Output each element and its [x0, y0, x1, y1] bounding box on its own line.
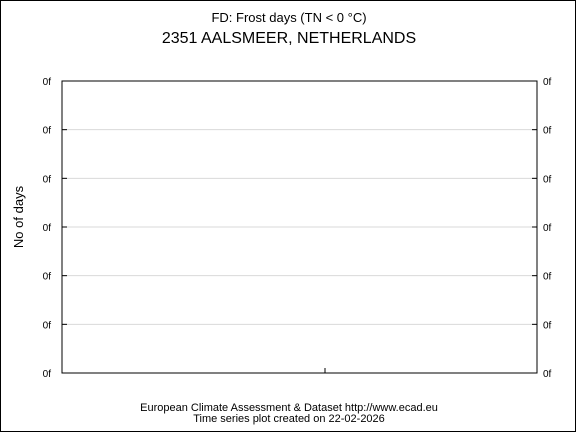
y-tick-label-left: 0f	[43, 174, 52, 185]
footer-line-2: Time series plot created on 22-02-2026	[193, 413, 385, 425]
y-ticks-right: 0f 0f 0f 0f 0f 0f 0f	[532, 77, 552, 380]
y-tick-label-right: 0f	[543, 320, 552, 331]
y-tick-label-left: 0f	[43, 320, 52, 331]
y-tick-label-left: 0f	[43, 126, 52, 137]
y-ticks-left: 0f 0f 0f 0f 0f 0f 0f	[43, 77, 67, 380]
y-tick-label-right: 0f	[543, 223, 552, 234]
y-axis-label: No of days	[11, 185, 26, 248]
gridlines	[62, 129, 537, 325]
y-tick-label-left: 0f	[43, 223, 52, 234]
footer-line-1: European Climate Assessment & Dataset ht…	[140, 402, 438, 414]
y-tick-label-right: 0f	[543, 126, 552, 137]
y-tick-label-left: 0f	[43, 369, 52, 380]
y-tick-label-right: 0f	[543, 369, 552, 380]
y-tick-label-left: 0f	[43, 272, 52, 283]
y-tick-label-right: 0f	[543, 77, 552, 88]
y-tick-label-right: 0f	[543, 174, 552, 185]
chart-title: FD: Frost days (TN < 0 °C)	[211, 10, 366, 25]
y-tick-label-right: 0f	[543, 272, 552, 283]
y-tick-label-left: 0f	[43, 77, 52, 88]
chart-subtitle: 2351 AALSMEER, NETHERLANDS	[162, 30, 416, 47]
